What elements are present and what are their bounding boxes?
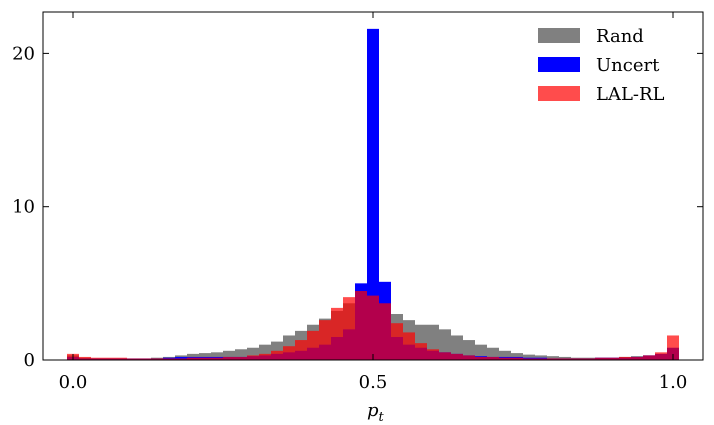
x-label-subscript: t — [379, 410, 385, 425]
histogram-bar — [199, 353, 211, 360]
histogram-bar — [223, 350, 235, 360]
histogram-bar — [439, 352, 451, 360]
histogram-bar — [619, 356, 631, 360]
histogram-bar — [427, 349, 439, 360]
histogram-bar — [379, 303, 391, 360]
histogram-bar — [355, 291, 367, 360]
histogram-bar — [463, 355, 475, 360]
histogram-bar — [523, 354, 535, 360]
histogram-bar — [79, 356, 91, 360]
histogram-bar — [547, 358, 559, 360]
histogram-bar — [451, 353, 463, 360]
histogram-bar — [163, 358, 175, 360]
legend-swatch — [538, 28, 580, 43]
histogram-bar — [535, 358, 547, 360]
histogram-bar — [127, 358, 139, 360]
y-tick-label: 10 — [12, 197, 35, 218]
histogram-bar — [595, 357, 607, 360]
histogram-bar — [655, 352, 667, 360]
histogram-bar — [103, 357, 115, 360]
y-tick-label: 0 — [24, 350, 35, 371]
histogram-bar — [367, 28, 379, 361]
histogram-bar — [139, 358, 151, 360]
histogram-bar — [571, 358, 583, 360]
histogram-bar — [331, 307, 343, 360]
histogram-bar — [259, 353, 271, 360]
legend-label: Uncert — [596, 55, 660, 76]
x-tick-label: 0.0 — [59, 372, 88, 393]
histogram-bar — [187, 353, 199, 360]
histogram-bar — [319, 320, 331, 360]
x-axis-label: pt — [367, 400, 385, 425]
x-tick-label: 1.0 — [659, 372, 688, 393]
histogram-bar — [511, 353, 523, 360]
y-tick-label: 20 — [12, 43, 35, 64]
histogram-bar — [559, 358, 571, 360]
histogram-bar — [91, 357, 103, 360]
histogram-bar — [295, 340, 307, 360]
histogram-bar — [151, 358, 163, 360]
histogram-bar — [403, 332, 415, 360]
histogram-bar — [235, 356, 247, 360]
histogram-bar — [499, 357, 511, 360]
x-label-base: p — [367, 400, 379, 421]
histogram-bar — [523, 358, 535, 360]
histogram-bar — [583, 358, 595, 360]
histogram-bar — [499, 350, 511, 360]
histogram-bar — [271, 350, 283, 360]
legend-swatch — [538, 86, 580, 101]
histogram-bar — [307, 330, 319, 360]
histogram-bar — [607, 357, 619, 360]
histogram-bar — [247, 355, 259, 360]
histogram-bar — [631, 356, 643, 360]
histogram-bar — [235, 349, 247, 360]
histogram-bar — [199, 357, 211, 360]
legend-swatch — [538, 57, 580, 72]
histogram-bar — [391, 323, 403, 360]
histogram-bar — [223, 356, 235, 360]
histogram-bar — [643, 355, 655, 360]
histogram-bar — [463, 340, 475, 360]
histogram-bar — [175, 358, 187, 360]
histogram-bar — [115, 357, 127, 360]
histogram-bar — [487, 356, 499, 360]
histogram-bar — [475, 356, 487, 360]
histogram-bar — [667, 335, 679, 360]
histogram-bar — [187, 357, 199, 360]
histogram-bar — [547, 356, 559, 360]
histogram-bar — [367, 295, 379, 360]
legend-label: LAL-RL — [596, 84, 665, 105]
histogram-bar — [415, 343, 427, 360]
histogram-bar — [211, 357, 223, 360]
histogram-bar — [343, 297, 355, 360]
histogram-bar — [511, 357, 523, 360]
histogram-bar — [211, 352, 223, 360]
histogram-bar — [283, 346, 295, 360]
x-tick-label: 0.5 — [359, 372, 388, 393]
legend-label: Rand — [596, 26, 644, 47]
